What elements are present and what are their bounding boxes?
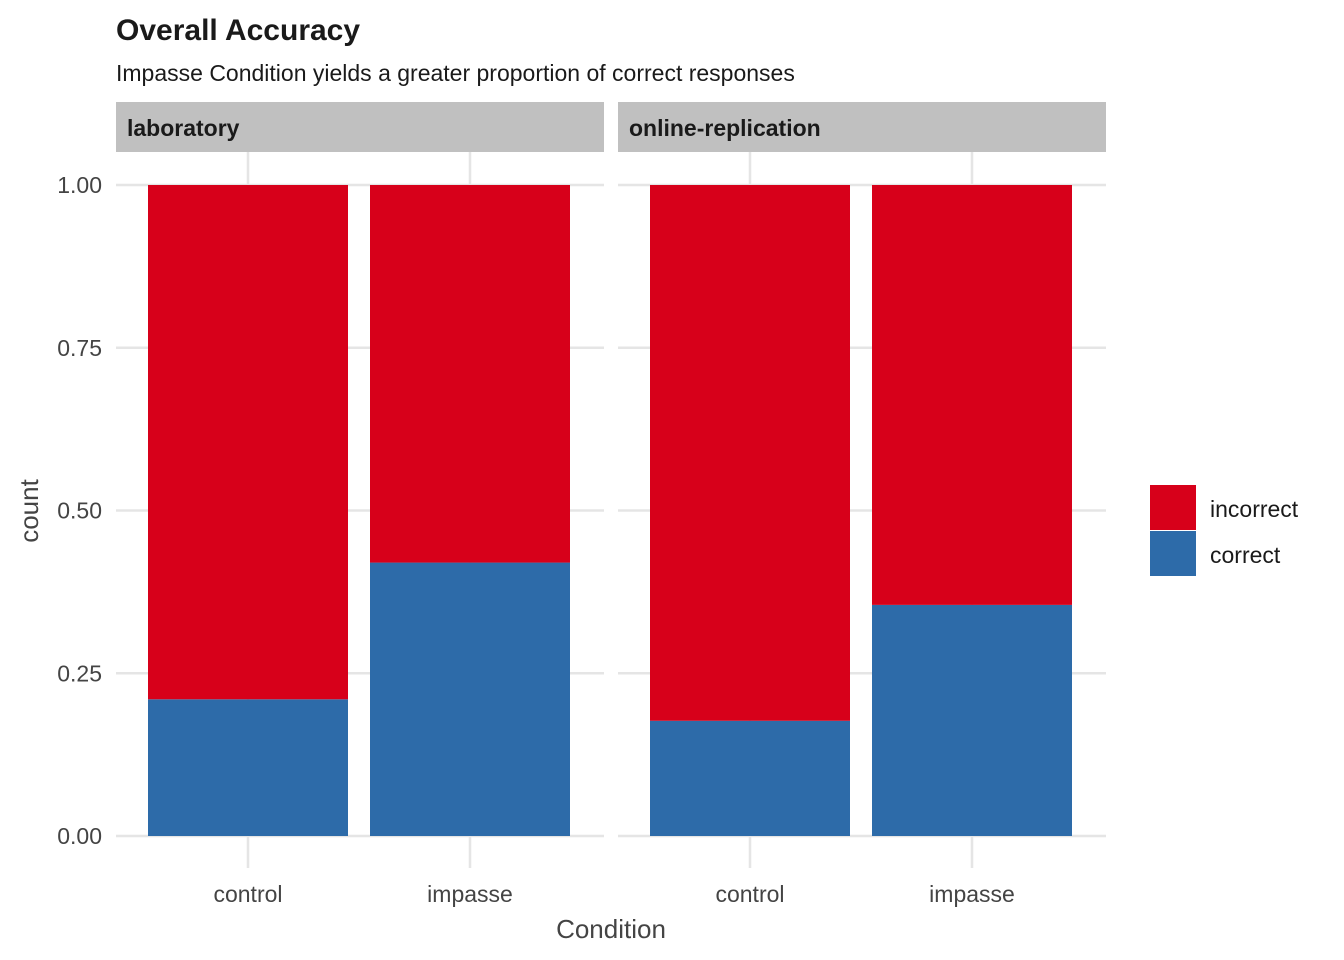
legend-key-incorrect: [1150, 485, 1196, 530]
y-axis-title: count: [14, 478, 44, 542]
y-tick-label: 0.50: [57, 498, 102, 524]
x-tick-label: impasse: [427, 881, 513, 907]
facet-strip-label: online-replication: [629, 115, 821, 141]
bar-correct-control: [148, 699, 348, 836]
bar-incorrect-control: [650, 185, 850, 721]
y-tick-label: 0.75: [57, 335, 102, 361]
bar-incorrect-impasse: [872, 185, 1072, 605]
legend-label-correct: correct: [1210, 542, 1281, 568]
facet-strip: [618, 102, 1106, 152]
bar-correct-impasse: [872, 604, 1072, 836]
legend: incorrect correct: [1150, 485, 1299, 576]
facet-panel-online-replication: online-replication control impasse: [618, 102, 1106, 907]
chart-title: Overall Accuracy: [116, 14, 360, 47]
bar-correct-control: [650, 720, 850, 836]
y-tick-label: 1.00: [57, 172, 102, 198]
x-axis-title: Condition: [556, 914, 666, 944]
bar-correct-impasse: [370, 562, 570, 836]
bar-incorrect-impasse: [370, 185, 570, 563]
legend-label-incorrect: incorrect: [1210, 496, 1299, 522]
x-tick-label: control: [715, 881, 784, 907]
x-tick-label: impasse: [929, 881, 1015, 907]
legend-key-correct: [1150, 531, 1196, 576]
y-tick-label: 0.25: [57, 660, 102, 686]
facet-strip: [116, 102, 604, 152]
chart-subtitle: Impasse Condition yields a greater propo…: [116, 60, 795, 86]
x-tick-label: control: [213, 881, 282, 907]
y-axis-ticks: 0.00 0.25 0.50 0.75 1.00: [57, 172, 102, 849]
y-tick-label: 0.00: [57, 823, 102, 849]
facet-panel-laboratory: laboratory control impasse: [116, 102, 604, 907]
facet-strip-label: laboratory: [127, 115, 240, 141]
bar-incorrect-control: [148, 185, 348, 700]
